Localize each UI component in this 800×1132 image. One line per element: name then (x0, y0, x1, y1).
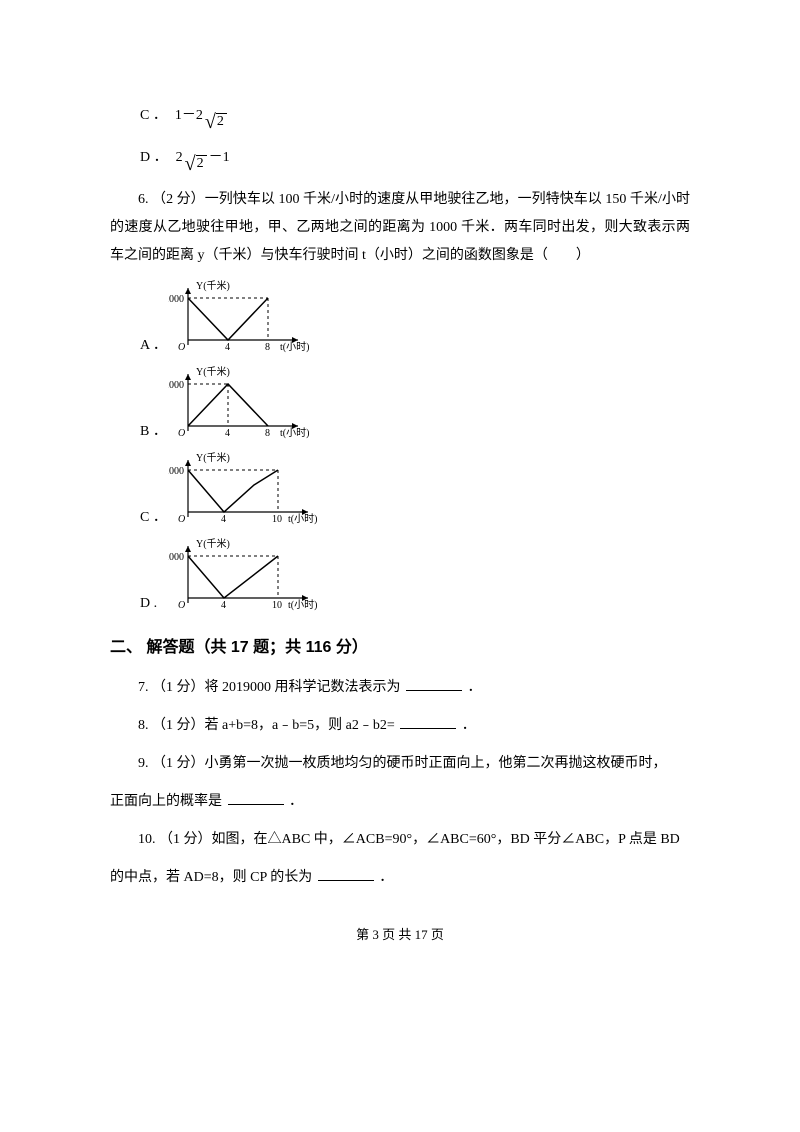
sqrt-icon: √ 2 (185, 155, 207, 172)
svg-text:Y(千米): Y(千米) (196, 452, 230, 464)
svg-text:10: 10 (272, 514, 282, 525)
option-d-suffix: －1 (209, 144, 230, 172)
svg-text:O: O (178, 342, 185, 353)
option-d-prefix: 2 (176, 144, 183, 172)
q6-option-a-label: A ． (140, 332, 168, 360)
svg-text:8: 8 (265, 342, 270, 353)
svg-text:1000: 1000 (168, 466, 184, 477)
question-10-line1: 10. （1 分）如图，在△ABC 中，∠ACB=90°，∠ABC=60°，BD… (110, 826, 690, 854)
svg-text:4: 4 (221, 600, 226, 611)
option-d: D ． 2 √ 2 －1 (140, 144, 690, 172)
blank-input[interactable] (400, 714, 456, 729)
sqrt-icon: √ 2 (205, 113, 227, 130)
svg-text:Y(千米): Y(千米) (196, 538, 230, 550)
svg-text:1000: 1000 (168, 552, 184, 563)
svg-text:O: O (178, 428, 185, 439)
svg-text:8: 8 (265, 428, 270, 439)
option-c-prefix: 1－2 (175, 102, 203, 130)
q10-line2-before: 的中点，若 AD=8，则 CP 的长为 (110, 870, 312, 885)
option-c: C ． 1－2 √ 2 (140, 102, 690, 130)
svg-text:10: 10 (272, 600, 282, 611)
blank-input[interactable] (318, 866, 374, 881)
svg-text:4: 4 (225, 428, 230, 439)
option-d-radicand: 2 (196, 155, 207, 172)
question-9-line2: 正面向上的概率是 ． (110, 788, 690, 816)
q8-text-after: ． (462, 718, 476, 733)
svg-text:t(小时): t(小时) (280, 341, 309, 353)
svg-text:1000: 1000 (168, 294, 184, 305)
section-2-heading: 二、 解答题（共 17 题；共 116 分） (110, 632, 690, 664)
svg-text:O: O (178, 600, 185, 611)
svg-text:Y(千米): Y(千米) (196, 280, 230, 292)
question-7: 7. （1 分）将 2019000 用科学记数法表示为 ． (110, 674, 690, 702)
q7-text-before: 7. （1 分）将 2019000 用科学记数法表示为 (138, 680, 401, 695)
svg-text:4: 4 (225, 342, 230, 353)
page-content: C ． 1－2 √ 2 D ． 2 √ 2 －1 6. （2 分）一列快车以 1… (0, 0, 800, 988)
svg-text:t(小时): t(小时) (280, 427, 309, 439)
svg-text:t(小时): t(小时) (288, 513, 317, 525)
question-9-line1: 9. （1 分）小勇第一次抛一枚质地均匀的硬币时正面向上，他第二次再抛这枚硬币时… (110, 750, 690, 778)
svg-text:Y(千米): Y(千米) (196, 366, 230, 378)
question-10-line2: 的中点，若 AD=8，则 CP 的长为 ． (110, 864, 690, 892)
svg-text:O: O (178, 514, 185, 525)
q6-option-d: D . Y(千米) 1000 O 4 10 t(小时) (140, 538, 690, 618)
q6-option-b-label: B ． (140, 418, 168, 446)
q8-text-before: 8. （1 分）若 a+b=8，a﹣b=5，则 a2﹣b2= (138, 718, 395, 733)
blank-input[interactable] (228, 790, 284, 805)
q10-line2-after: ． (379, 870, 393, 885)
option-c-radicand: 2 (216, 113, 227, 130)
q6-graph-d: Y(千米) 1000 O 4 10 t(小时) (168, 538, 328, 618)
q6-graph-c: Y(千米) 1000 O 4 10 t(小时) (168, 452, 328, 532)
q6-option-d-label: D . (140, 590, 168, 618)
blank-input[interactable] (406, 676, 462, 691)
question-8: 8. （1 分）若 a+b=8，a﹣b=5，则 a2﹣b2= ． (110, 712, 690, 740)
option-c-label: C ． (140, 102, 167, 130)
question-6-text: 6. （2 分）一列快车以 100 千米/小时的速度从甲地驶往乙地，一列特快车以… (110, 186, 690, 270)
q6-option-b: B ． Y(千米) 1000 O 4 8 t(小时) (140, 366, 690, 446)
page-footer: 第 3 页 共 17 页 (110, 922, 690, 948)
q6-graph-a: Y(千米) 1000 O 4 8 t(小时) (168, 280, 318, 360)
q6-graph-b: Y(千米) 1000 O 4 8 t(小时) (168, 366, 318, 446)
q6-option-c: C ． Y(千米) 1000 O 4 10 t(小时) (140, 452, 690, 532)
svg-text:4: 4 (221, 514, 226, 525)
svg-text:1000: 1000 (168, 380, 184, 391)
q6-option-c-label: C ． (140, 504, 168, 532)
option-d-label: D ． (140, 144, 168, 172)
q9-line2-before: 正面向上的概率是 (110, 794, 222, 809)
q6-option-a: A ． Y(千米) 1000 O 4 8 t(小时) (140, 280, 690, 360)
svg-text:t(小时): t(小时) (288, 599, 317, 611)
q7-text-after: ． (468, 680, 482, 695)
q9-line2-after: ． (289, 794, 303, 809)
